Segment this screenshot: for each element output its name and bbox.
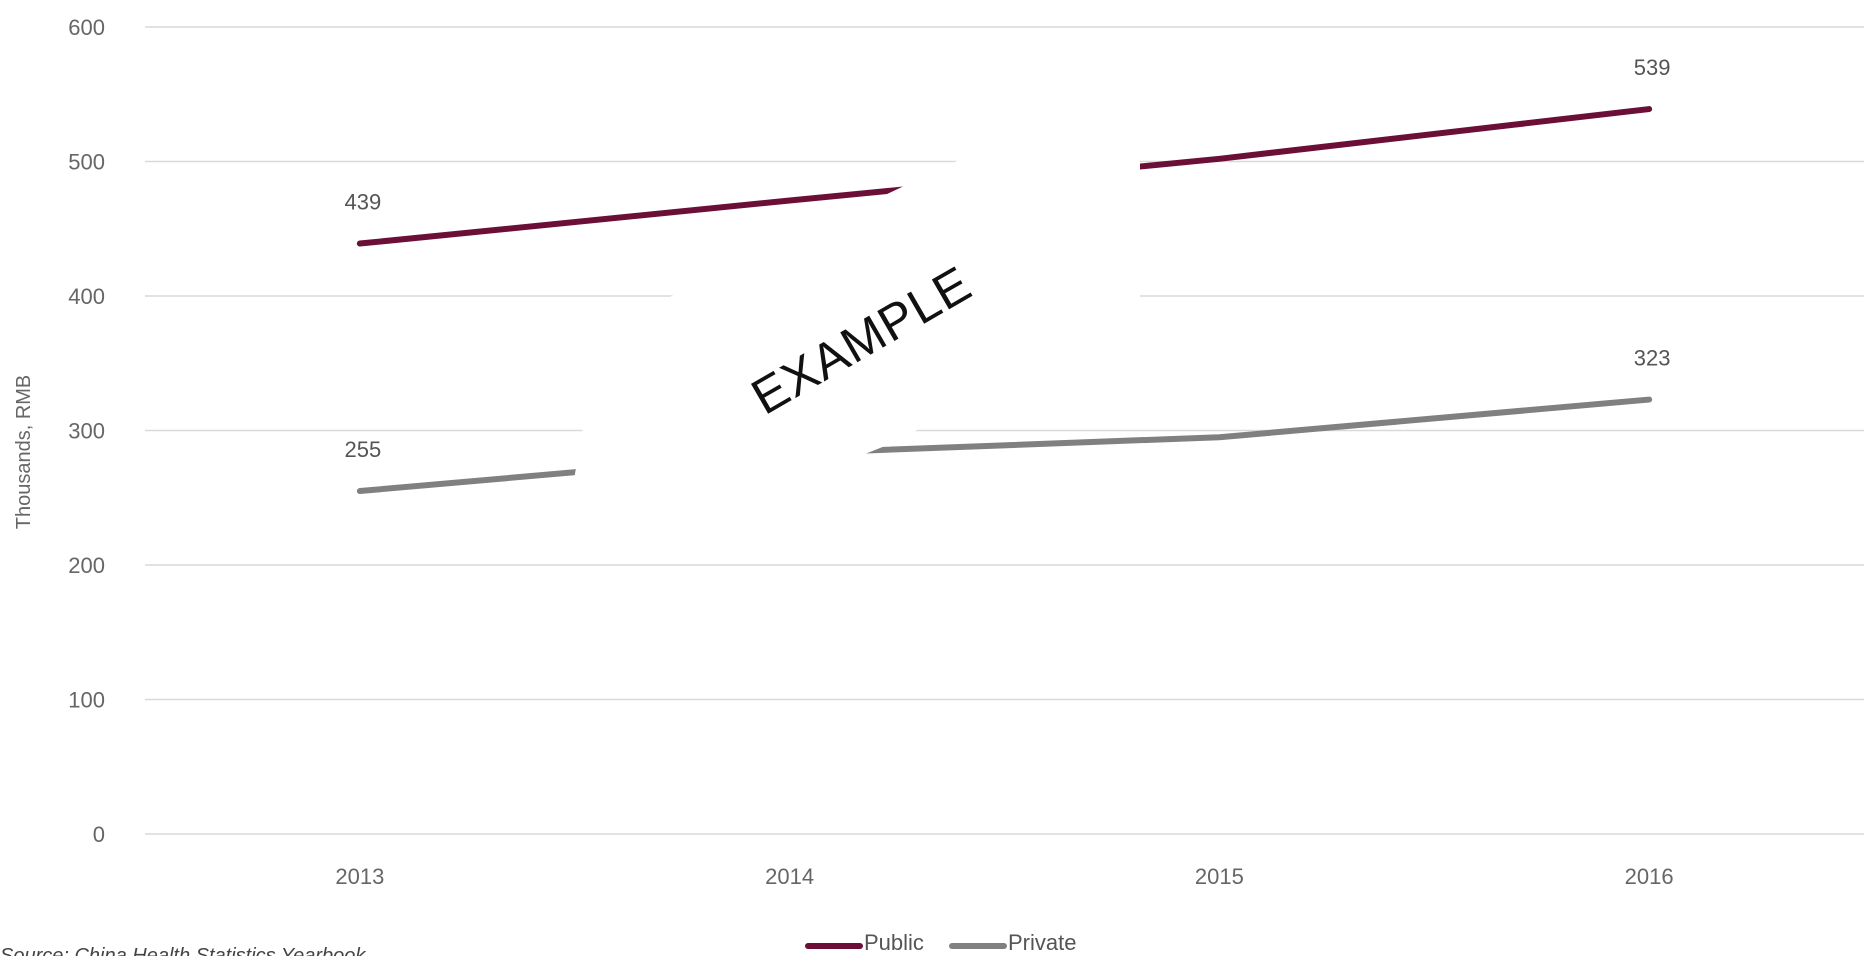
- y-tick-label: 600: [68, 15, 105, 40]
- data-label: 255: [345, 437, 382, 462]
- data-label: 539: [1634, 55, 1671, 80]
- y-tick-label: 0: [93, 822, 105, 847]
- x-tick-label: 2014: [765, 864, 814, 889]
- y-axis-label: Thousands, RMB: [13, 375, 35, 530]
- y-tick-label: 300: [68, 419, 105, 444]
- series-line-private: [356, 396, 1653, 495]
- watermark: EXAMPLE: [560, 150, 1140, 560]
- y-tick-label: 100: [68, 688, 105, 713]
- data-label: 439: [345, 190, 382, 215]
- legend-label-public: Public: [864, 930, 924, 955]
- x-axis-ticks: 2013 2014 2015 2016: [335, 864, 1673, 889]
- legend-label-private: Private: [1008, 930, 1076, 955]
- data-labels: 439 539 255 323: [345, 55, 1671, 462]
- y-tick-label: 400: [68, 284, 105, 309]
- x-tick-label: 2015: [1195, 864, 1244, 889]
- legend: Public Private: [805, 930, 1076, 955]
- data-label: 323: [1634, 346, 1671, 371]
- gridlines: [145, 26, 1864, 835]
- y-axis-ticks: 0 100 200 300 400 500 600: [68, 15, 105, 847]
- x-tick-label: 2016: [1625, 864, 1674, 889]
- source-note: Source: China Health Statistics Yearbook: [0, 945, 366, 956]
- y-tick-label: 500: [68, 150, 105, 175]
- x-tick-label: 2013: [335, 864, 384, 889]
- y-tick-label: 200: [68, 553, 105, 578]
